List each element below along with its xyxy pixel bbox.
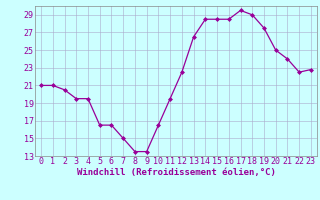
X-axis label: Windchill (Refroidissement éolien,°C): Windchill (Refroidissement éolien,°C): [76, 168, 276, 177]
